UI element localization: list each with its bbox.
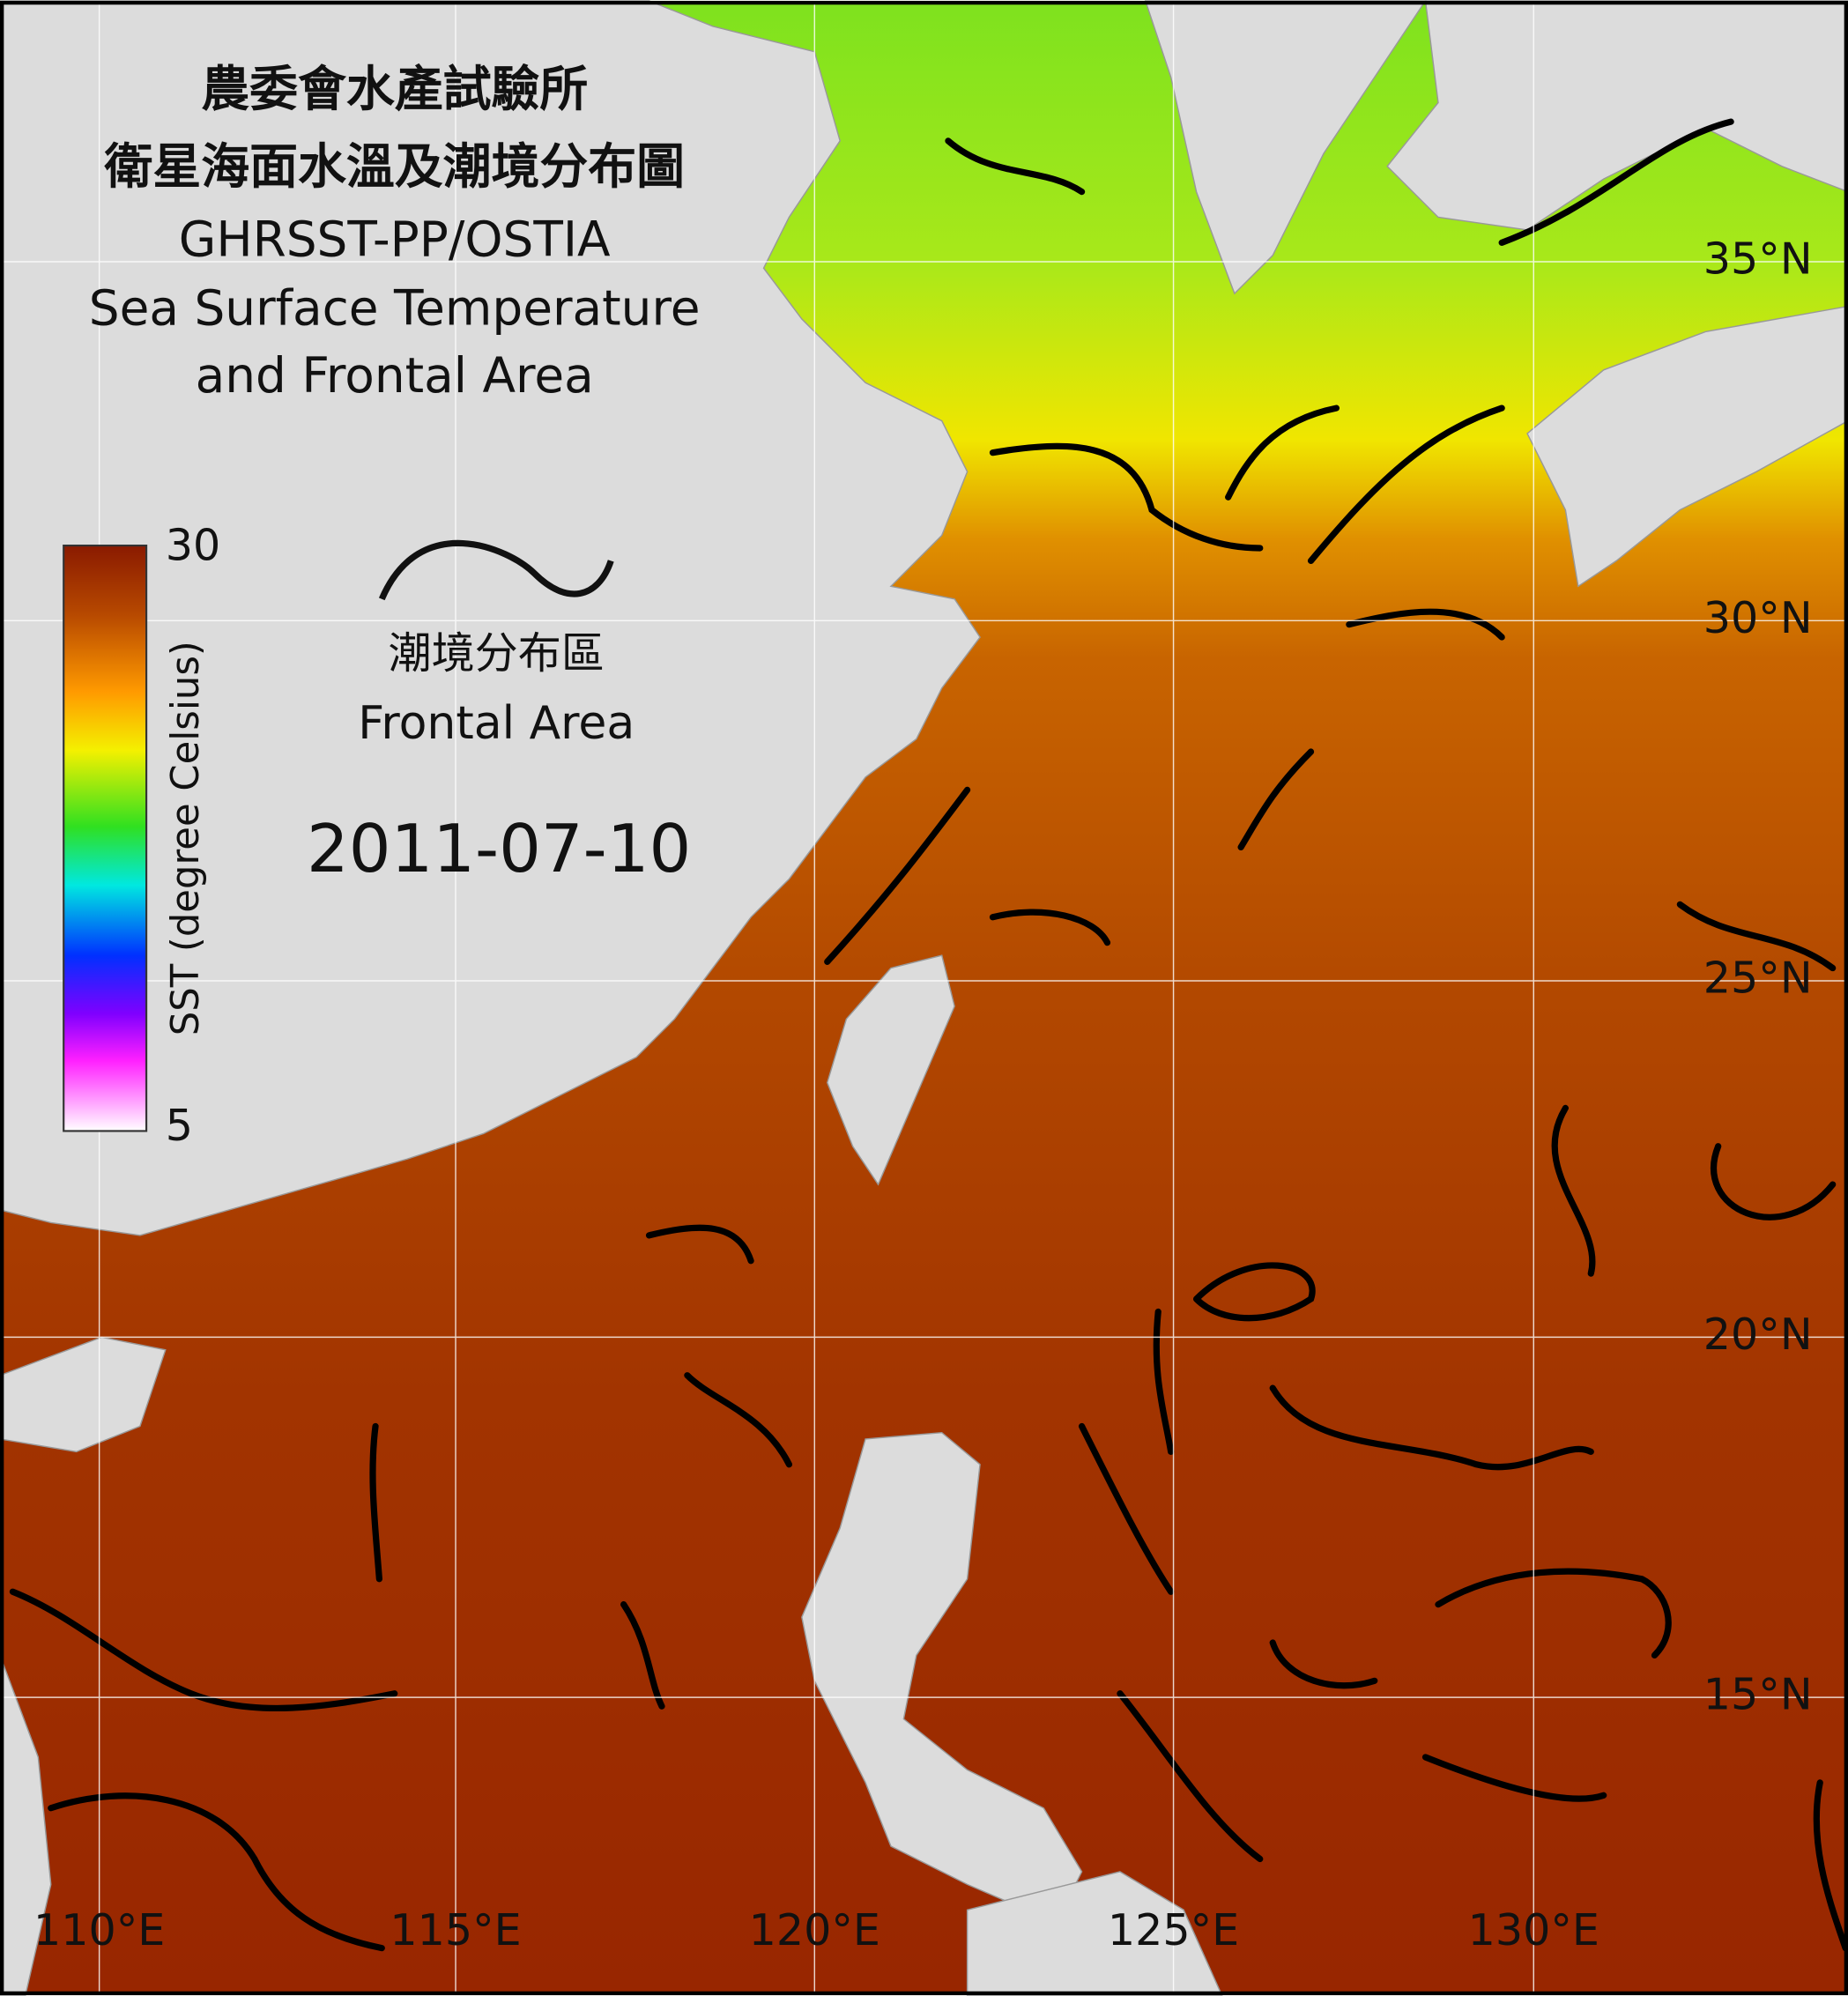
legend-label: Frontal Area — [358, 697, 635, 750]
title-line: and Frontal Area — [196, 347, 594, 404]
legend-label: 潮境分布區 — [389, 627, 605, 679]
lon-label: 110°E — [33, 1904, 165, 1955]
lat-label: 15°N — [1703, 1669, 1813, 1720]
colorbar-label: SST (degree Celsius) — [164, 641, 208, 1035]
lat-label: 20°N — [1703, 1309, 1813, 1360]
date: 2011-07-10 — [307, 810, 691, 887]
lat-label: 25°N — [1703, 953, 1813, 1004]
colorbar-tick-label: 5 — [166, 1100, 193, 1151]
lon-label: 115°E — [390, 1904, 521, 1955]
lat-label: 30°N — [1703, 592, 1813, 643]
colorbar-tick-label: 30 — [166, 519, 220, 570]
frontal-lines — [9, 118, 1848, 1952]
title-line: 農委會水產試驗所 — [201, 61, 588, 117]
legend-symbol — [378, 539, 614, 601]
title-line: Sea Surface Temperature — [89, 279, 701, 336]
lon-label: 130°E — [1468, 1904, 1599, 1955]
title-line: GHRSST-PP/OSTIA — [179, 211, 611, 267]
lat-label: 35°N — [1703, 234, 1813, 285]
title-line: 衛星海面水溫及潮境分布圖 — [103, 138, 685, 195]
lon-label: 125°E — [1108, 1904, 1239, 1955]
lon-label: 120°E — [749, 1904, 880, 1955]
colorbar — [63, 544, 148, 1132]
